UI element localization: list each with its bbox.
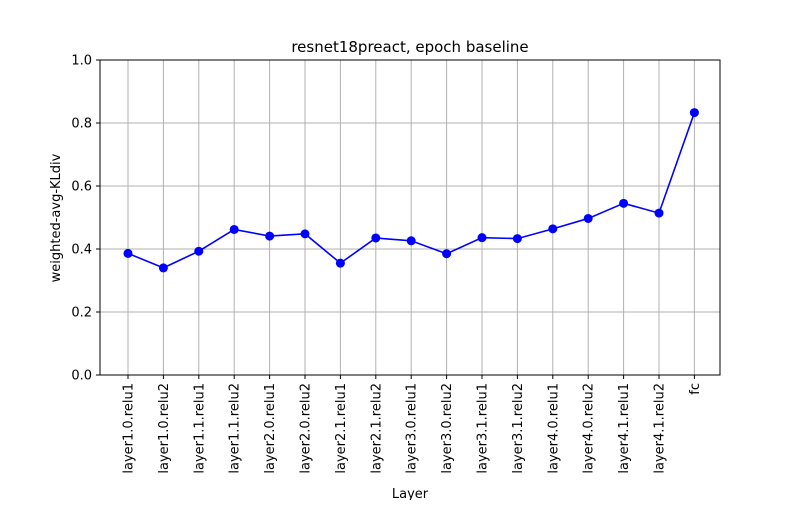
x-axis-ticks: layer1.0.relu1 layer1.0.relu2 layer1.1.rel… bbox=[122, 375, 703, 474]
y-tick-label: 0.6 bbox=[71, 180, 92, 195]
data-point bbox=[194, 246, 204, 256]
data-point bbox=[335, 258, 345, 268]
x-tick-label: layer1.1.relu1 bbox=[192, 383, 207, 474]
x-tick-label: layer2.1.relu2 bbox=[369, 383, 384, 474]
data-point bbox=[512, 234, 522, 244]
data-point bbox=[583, 213, 593, 223]
x-tick-label: layer2.1.relu1 bbox=[334, 383, 349, 474]
x-tick-label: layer1.0.relu2 bbox=[157, 383, 172, 474]
data-point bbox=[265, 231, 275, 241]
x-tick-label: layer4.1.relu1 bbox=[617, 383, 632, 474]
data-point bbox=[158, 263, 168, 273]
x-tick-label: layer1.0.relu1 bbox=[122, 383, 137, 474]
x-tick-label: layer3.1.relu1 bbox=[476, 383, 491, 474]
data-point bbox=[406, 236, 416, 246]
data-point bbox=[689, 108, 699, 118]
x-axis-label: Layer bbox=[392, 487, 429, 500]
data-point bbox=[619, 198, 629, 208]
data-point bbox=[654, 208, 664, 218]
chart-title: resnet18preact, epoch baseline bbox=[291, 38, 528, 56]
y-tick-label: 0.8 bbox=[71, 117, 92, 132]
data-point bbox=[300, 229, 310, 239]
y-axis-ticks: 0.0 0.2 0.4 0.6 0.8 1.0 bbox=[71, 54, 100, 384]
y-tick-label: 0.2 bbox=[71, 306, 92, 321]
x-tick-label: layer3.0.relu2 bbox=[440, 383, 455, 474]
x-tick-label: layer3.1.relu2 bbox=[511, 383, 526, 474]
y-axis-label: weighted-avg-KLdiv bbox=[49, 153, 64, 282]
x-tick-label: fc bbox=[688, 383, 703, 395]
x-tick-label: layer2.0.relu2 bbox=[299, 383, 314, 474]
data-point bbox=[548, 224, 558, 234]
data-point bbox=[371, 233, 381, 243]
x-tick-label: layer4.0.relu1 bbox=[546, 383, 561, 474]
plot-frame bbox=[99, 59, 721, 376]
x-tick-label: layer4.1.relu2 bbox=[653, 383, 668, 474]
data-series bbox=[123, 108, 699, 273]
x-tick-label: layer4.0.relu2 bbox=[582, 383, 597, 474]
x-tick-label: layer1.1.relu2 bbox=[228, 383, 243, 474]
y-tick-label: 1.0 bbox=[71, 54, 92, 69]
y-tick-label: 0.0 bbox=[71, 369, 92, 384]
data-point bbox=[229, 224, 239, 234]
data-point bbox=[477, 233, 487, 243]
x-tick-label: layer2.0.relu1 bbox=[263, 383, 278, 474]
y-tick-label: 0.4 bbox=[71, 243, 92, 258]
x-tick-label: layer3.0.relu1 bbox=[405, 383, 420, 474]
data-point bbox=[442, 249, 452, 259]
grid bbox=[100, 59, 720, 376]
data-point bbox=[123, 248, 133, 258]
